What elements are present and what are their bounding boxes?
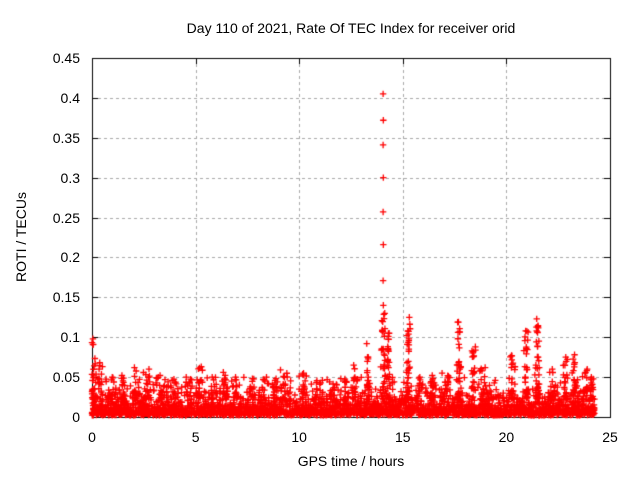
y-axis-label: ROTI / TECUs xyxy=(13,192,29,282)
x-tick-label: 5 xyxy=(191,429,200,445)
x-tick-label: 0 xyxy=(88,429,96,445)
x-tick-label: 15 xyxy=(395,429,411,445)
y-tick-label: 0.1 xyxy=(60,329,80,346)
y-tick-label: 0.3 xyxy=(60,169,80,186)
x-tick-label: 10 xyxy=(291,429,307,445)
y-tick-label: 0.35 xyxy=(52,129,80,146)
y-tick-label: 0.2 xyxy=(60,249,80,266)
x-axis-label: GPS time / hours xyxy=(297,453,405,469)
y-tick-label: 0 xyxy=(72,409,80,425)
x-tick-label: 25 xyxy=(602,429,618,445)
x-tick-label: 20 xyxy=(498,429,515,445)
y-tick-label: 0.15 xyxy=(52,289,80,306)
y-tick-label: 0.05 xyxy=(52,369,80,386)
chart-title: Day 110 of 2021, Rate Of TEC Index for r… xyxy=(186,20,516,36)
y-tick-label: 0.25 xyxy=(52,209,80,226)
y-tick-label: 0.45 xyxy=(52,50,80,66)
y-tick-label: 0.4 xyxy=(60,89,80,106)
